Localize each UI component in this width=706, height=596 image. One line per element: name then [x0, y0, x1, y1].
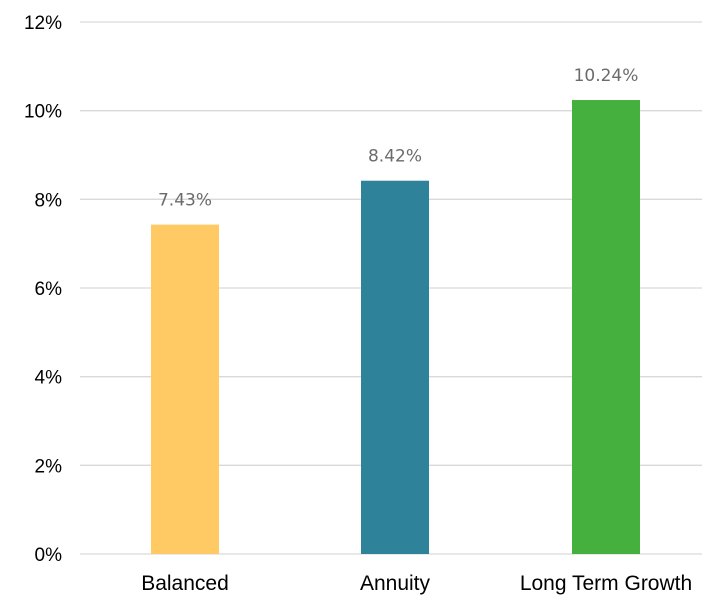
data-label: 7.43%	[158, 191, 212, 211]
y-tick-label: 0%	[35, 545, 63, 566]
data-label: 10.24%	[574, 66, 639, 86]
bars	[151, 100, 640, 555]
x-tick-label: Balanced	[141, 572, 229, 595]
y-tick-label: 4%	[35, 368, 63, 389]
x-axis-tick-labels: Balanced Annuity Long Term Growth	[141, 572, 692, 595]
x-tick-label: Long Term Growth	[520, 572, 692, 595]
y-tick-label: 12%	[24, 13, 62, 34]
x-tick-label: Annuity	[360, 572, 431, 595]
data-labels: 7.43% 8.42% 10.24%	[158, 66, 638, 211]
bar-annuity	[361, 180, 429, 555]
bar-balanced	[151, 224, 219, 554]
data-label: 8.42%	[368, 147, 422, 167]
y-axis-tick-labels: 0% 2% 4% 6% 8% 10% 12%	[24, 13, 62, 566]
y-tick-label: 2%	[35, 456, 63, 477]
y-tick-label: 10%	[24, 102, 62, 123]
y-tick-label: 6%	[35, 279, 63, 300]
bar-long-term-growth	[572, 100, 640, 554]
y-tick-label: 8%	[35, 190, 63, 211]
